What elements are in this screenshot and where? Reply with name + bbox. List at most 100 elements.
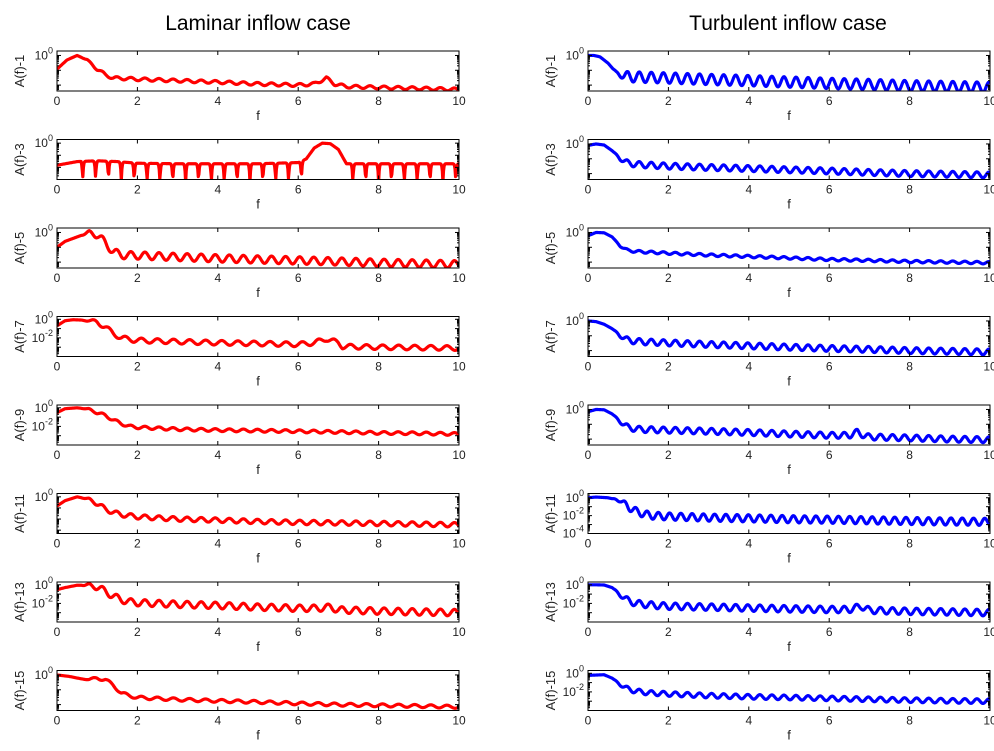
y-axis-label: A(f)-15 (543, 671, 558, 711)
x-tick-label: 0 (585, 271, 592, 285)
axes-box (56, 493, 460, 534)
x-tick-label: 6 (295, 183, 302, 197)
x-tick-label: 6 (826, 183, 833, 197)
x-axis-label: f (787, 639, 791, 654)
x-tick-label: 8 (375, 360, 382, 374)
y-tick-label: 10-2 (32, 593, 53, 610)
x-tick-label: 8 (375, 537, 382, 551)
subplot-left-11: 0 2 4 6 8 10 100 f A(f)-11 (12, 487, 466, 566)
spectrum-line-right-5 (588, 230, 990, 266)
y-tick-label: 10-4 (563, 524, 584, 541)
x-tick-label: 4 (214, 714, 221, 728)
subplot-right-5: 0 2 4 6 8 10 100 f A(f)-5 (543, 222, 994, 300)
x-axis-label: f (256, 728, 260, 743)
x-tick-label: 0 (54, 448, 61, 462)
x-tick-label: 0 (54, 271, 61, 285)
x-axis-label: f (256, 639, 260, 654)
x-tick-label: 6 (295, 448, 302, 462)
y-axis-label: A(f)-3 (543, 143, 558, 176)
x-axis-label: f (256, 108, 260, 123)
x-tick-label: 8 (906, 94, 913, 108)
x-tick-label: 4 (214, 537, 221, 551)
x-tick-label: 6 (826, 94, 833, 108)
x-tick-label: 10 (983, 271, 994, 285)
x-tick-label: 0 (585, 94, 592, 108)
x-axis-label: f (256, 374, 260, 389)
x-tick-label: 4 (745, 714, 752, 728)
x-tick-label: 10 (452, 448, 466, 462)
x-tick-label: 8 (375, 183, 382, 197)
x-tick-label: 4 (745, 94, 752, 108)
y-axis-label: A(f)-1 (543, 55, 558, 88)
x-tick-label: 4 (745, 448, 752, 462)
y-tick-label: 100 (35, 575, 53, 592)
x-tick-label: 4 (745, 537, 752, 551)
y-tick-label: 100 (566, 134, 584, 151)
x-tick-label: 6 (295, 714, 302, 728)
x-tick-label: 8 (906, 714, 913, 728)
y-tick-label: 10-2 (563, 682, 584, 699)
spectrum-line-right-7 (588, 319, 990, 357)
x-axis-label: f (787, 285, 791, 300)
y-tick-label: 100 (35, 665, 53, 682)
x-axis-label: f (787, 462, 791, 477)
x-tick-label: 10 (983, 360, 994, 374)
spectrum-line-right-1 (588, 53, 990, 91)
subplot-right-1: 0 2 4 6 8 10 100 f A(f)-1 (543, 45, 994, 123)
y-tick-label: 100 (35, 398, 53, 415)
spectrum-line-left-3 (57, 141, 459, 180)
x-tick-label: 4 (214, 183, 221, 197)
y-axis-label: A(f)-3 (12, 143, 27, 176)
x-tick-label: 2 (665, 183, 672, 197)
spectrum-line-left-5 (57, 229, 459, 268)
x-tick-label: 8 (375, 271, 382, 285)
x-tick-label: 6 (826, 625, 833, 639)
x-tick-label: 0 (585, 360, 592, 374)
x-tick-label: 8 (906, 183, 913, 197)
x-tick-label: 8 (375, 94, 382, 108)
x-tick-label: 10 (452, 537, 466, 551)
x-tick-label: 10 (452, 360, 466, 374)
y-axis-label: A(f)-13 (12, 582, 27, 622)
y-tick-label: 100 (35, 133, 53, 150)
x-tick-label: 8 (906, 360, 913, 374)
x-tick-label: 0 (585, 714, 592, 728)
y-tick-label: 100 (566, 575, 584, 592)
spectrum-line-left-1 (57, 53, 459, 91)
x-tick-label: 10 (452, 94, 466, 108)
spectrum-line-left-15 (57, 673, 459, 710)
y-axis-label: A(f)-15 (12, 671, 27, 711)
y-axis-label: A(f)-5 (12, 232, 27, 265)
subplot-left-5: 0 2 4 6 8 10 100 f A(f)-5 (12, 222, 466, 300)
x-tick-label: 10 (452, 714, 466, 728)
y-tick-label: 10-2 (32, 416, 53, 433)
left-column-title: Laminar inflow case (165, 12, 351, 35)
y-tick-label: 100 (35, 45, 53, 62)
y-axis-label: A(f)-13 (543, 582, 558, 622)
y-axis-label: A(f)-7 (12, 320, 27, 353)
x-tick-label: 10 (452, 183, 466, 197)
subplot-right-3: 0 2 4 6 8 10 100 f A(f)-3 (543, 134, 994, 212)
x-tick-label: 2 (134, 183, 141, 197)
x-tick-label: 6 (295, 94, 302, 108)
x-tick-label: 6 (826, 448, 833, 462)
x-tick-label: 2 (134, 360, 141, 374)
x-tick-label: 2 (665, 537, 672, 551)
spectrum-line-left-9 (57, 406, 459, 437)
y-tick-label: 100 (566, 399, 584, 416)
x-tick-label: 0 (54, 360, 61, 374)
x-tick-label: 2 (134, 448, 141, 462)
axes-box (56, 404, 460, 446)
x-tick-label: 4 (745, 360, 752, 374)
right-column-title: Turbulent inflow case (689, 12, 887, 35)
y-tick-label: 100 (566, 45, 584, 62)
axes-box (56, 581, 460, 623)
x-tick-label: 6 (295, 537, 302, 551)
x-axis-label: f (256, 285, 260, 300)
x-tick-label: 2 (665, 625, 672, 639)
y-axis-label: A(f)-1 (12, 55, 27, 88)
spectrum-line-left-7 (57, 318, 459, 352)
